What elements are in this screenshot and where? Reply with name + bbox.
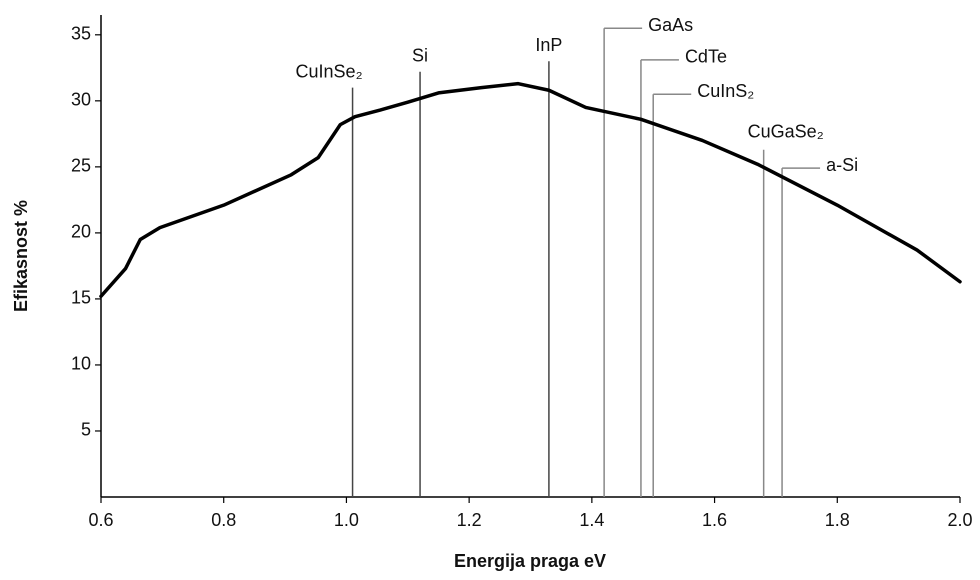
x-tick-label: 0.8	[211, 510, 236, 530]
x-tick-label: 2.0	[947, 510, 972, 530]
annotation-label: GaAs	[648, 15, 693, 35]
x-tick-label: 1.4	[579, 510, 604, 530]
annotation-label: CuInSe₂	[296, 61, 363, 81]
y-tick-label: 5	[81, 420, 91, 440]
annotation-label: CuGaSe₂	[748, 121, 824, 141]
annotation-label: CdTe	[685, 47, 727, 67]
x-tick-label: 1.2	[457, 510, 482, 530]
y-tick-label: 10	[71, 354, 91, 374]
y-tick-label: 30	[71, 90, 91, 110]
annotation-label: InP	[535, 35, 562, 55]
annotation-label: a-Si	[826, 155, 858, 175]
x-tick-label: 1.8	[825, 510, 850, 530]
annotation-label: Si	[412, 46, 428, 66]
y-tick-label: 35	[71, 24, 91, 44]
y-axis-title: Efikasnost %	[11, 200, 31, 312]
x-axis-title: Energija praga eV	[454, 551, 606, 571]
y-tick-label: 20	[71, 222, 91, 242]
x-tick-label: 1.0	[334, 510, 359, 530]
x-tick-label: 0.6	[88, 510, 113, 530]
x-tick-label: 1.6	[702, 510, 727, 530]
y-tick-label: 25	[71, 156, 91, 176]
data-line	[99, 81, 962, 299]
y-tick-label: 15	[71, 288, 91, 308]
annotation-label: CuInS₂	[697, 81, 754, 101]
